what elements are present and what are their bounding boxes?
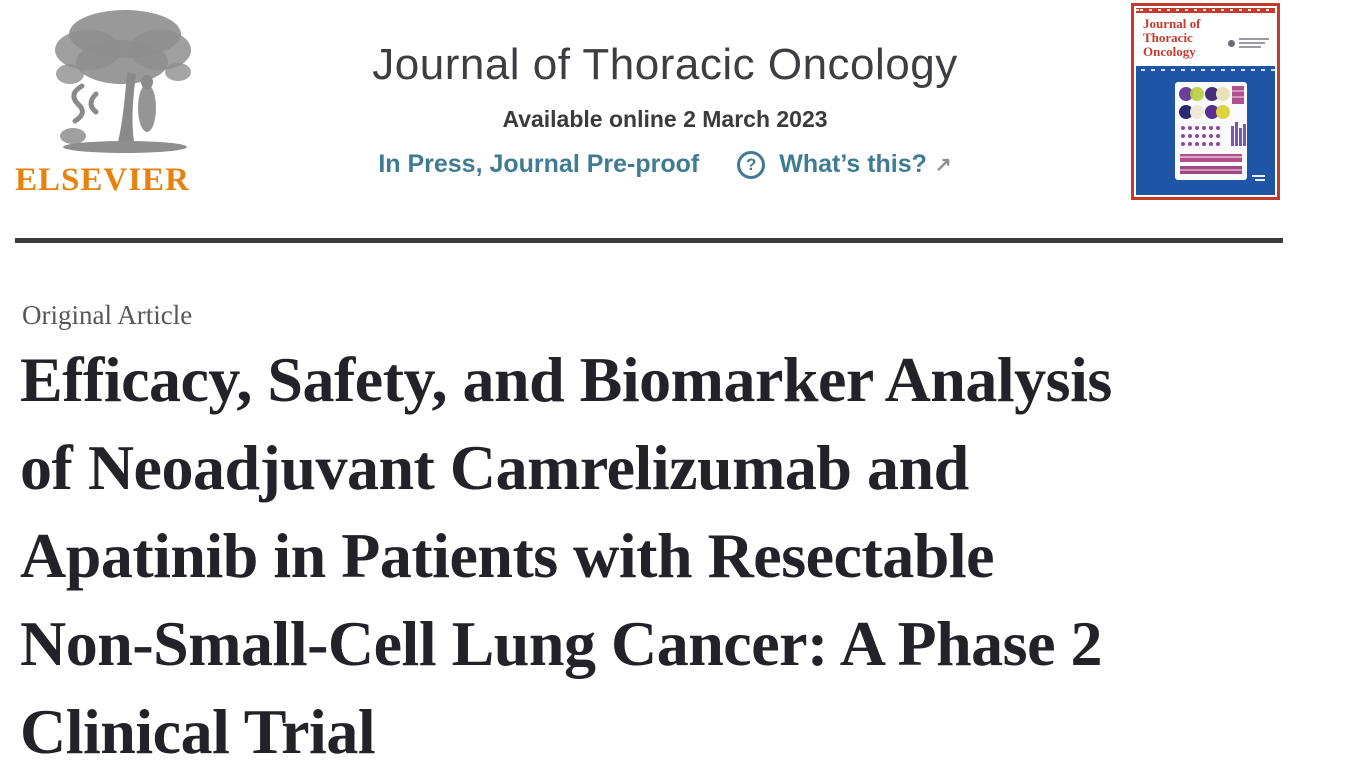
journal-cover-thumbnail[interactable]: Journal of Thoracic Oncology: [1131, 3, 1280, 200]
article-title: Efficacy, Safety, and Biomarker Analysis…: [20, 336, 1290, 760]
elsevier-logo-link[interactable]: ELSEVIER: [15, 6, 210, 199]
cover-masthead: Journal of Thoracic Oncology: [1134, 13, 1277, 59]
cover-figure-panel: [1175, 82, 1247, 180]
cover-top-band: [1136, 8, 1275, 13]
in-press-link[interactable]: In Press, Journal Pre-proof: [378, 150, 700, 178]
cover-masthead-line: Journal of: [1143, 16, 1201, 31]
cover-body: [1136, 66, 1275, 195]
journal-title-link[interactable]: Journal of Thoracic Oncology: [372, 40, 958, 89]
header-divider-rule: [15, 238, 1283, 243]
article-title-line: Efficacy, Safety, and Biomarker Analysis: [20, 344, 1112, 415]
available-online-date: Available online 2 March 2023: [502, 106, 828, 132]
article-title-line: of Neoadjuvant Camrelizumab and: [20, 432, 969, 503]
whats-this-link[interactable]: What’s this?: [779, 150, 927, 178]
question-circle-icon[interactable]: ?: [737, 150, 766, 179]
cover-masthead-line: Oncology: [1143, 44, 1196, 59]
article-title-line: Clinical Trial: [20, 696, 376, 760]
elsevier-wordmark: ELSEVIER: [15, 162, 190, 198]
elsevier-tree-icon: [50, 6, 200, 158]
external-link-icon: ↗: [934, 154, 952, 176]
cover-bottom-logo: [1252, 173, 1265, 183]
article-title-line: Non-Small-Cell Lung Cancer: A Phase 2: [20, 608, 1102, 679]
article-title-line: Apatinib in Patients with Resectable: [20, 520, 995, 591]
article-type-label: Original Article: [22, 300, 193, 330]
status-row: In Press, Journal Pre-proof ? What’s thi…: [330, 150, 1000, 179]
emblem-dot: [1228, 39, 1235, 47]
cover-masthead-line: Thoracic: [1143, 30, 1193, 45]
emblem-text-lines: [1239, 36, 1269, 50]
cover-blue-band: [1136, 66, 1275, 74]
cover-society-emblem: [1228, 36, 1269, 50]
journal-header: Journal of Thoracic Oncology Available o…: [330, 40, 1000, 179]
